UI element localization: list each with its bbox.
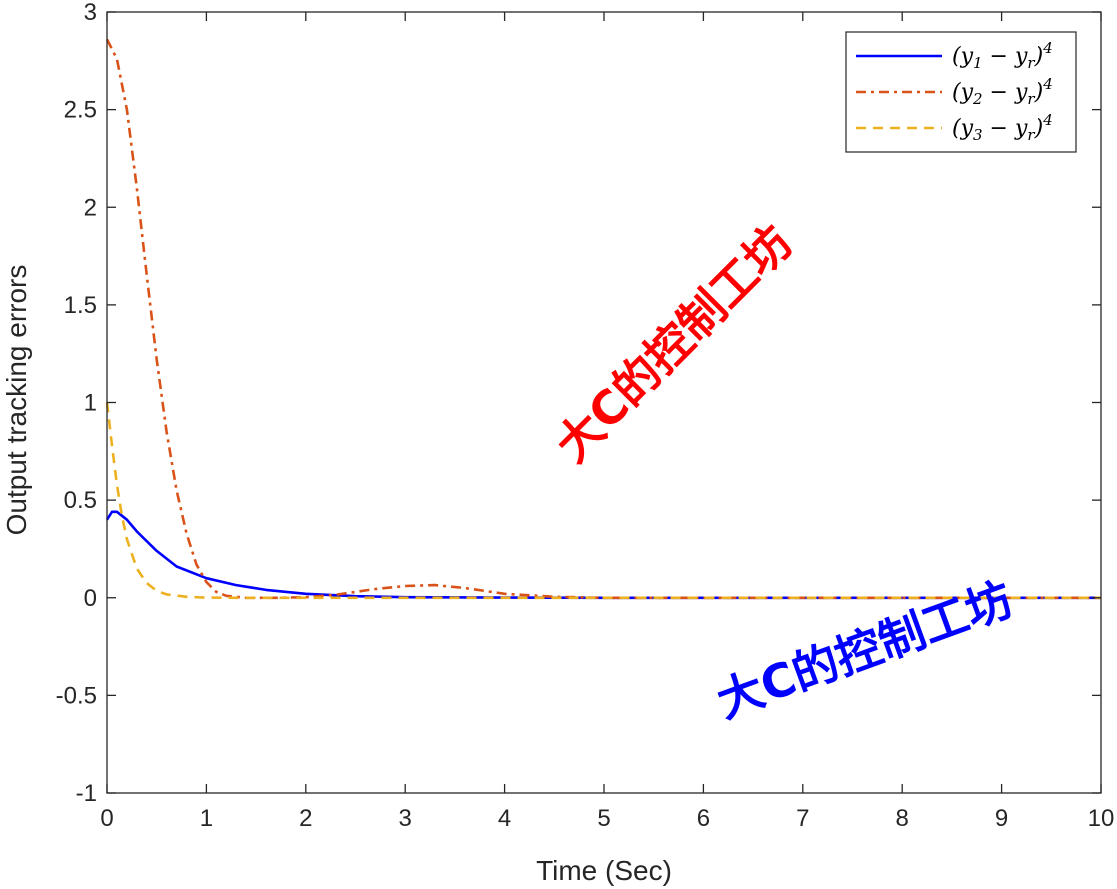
x-tick-label: 6 <box>697 805 710 832</box>
series-line-2 <box>105 38 1101 600</box>
x-tick-label: 4 <box>498 805 511 832</box>
y-tick-label: -0.5 <box>56 682 97 709</box>
x-tick-label: 8 <box>896 805 909 832</box>
legend-part-mid: − y <box>983 80 1028 105</box>
legend-part-mid: − y <box>983 44 1028 69</box>
legend-part-sub2: r <box>1027 90 1035 108</box>
x-tick-label: 1 <box>200 805 213 832</box>
x-tick-label: 3 <box>399 805 412 832</box>
legend-label-1: (y1 − yr)4 <box>952 39 1053 72</box>
x-axis-label: Time (Sec) <box>536 855 672 886</box>
y-tick-label: 0.5 <box>64 487 97 514</box>
legend: (y1 − yr)4(y2 − yr)4(y3 − yr)4 <box>845 31 1077 153</box>
x-tick-label: 2 <box>299 805 312 832</box>
y-tick-label: 2.5 <box>64 97 97 124</box>
legend-part-sup: 4 <box>1042 111 1053 129</box>
series-layer <box>105 38 1101 600</box>
legend-part-base: (y <box>952 44 974 69</box>
legend-part-mid: − y <box>983 116 1028 141</box>
legend-part-sub: 2 <box>972 90 983 108</box>
y-tick-label: 1 <box>84 390 97 417</box>
x-tick-label: 5 <box>597 805 610 832</box>
y-tick-label: 1.5 <box>64 292 97 319</box>
legend-part-close: ) <box>1034 80 1044 105</box>
legend-part-sub: 3 <box>973 126 983 144</box>
legend-part-sub: 1 <box>973 54 983 72</box>
y-axis-label: Output tracking errors <box>1 265 32 536</box>
legend-label-3: (y3 − yr)4 <box>952 111 1053 144</box>
x-tick-label: 0 <box>100 805 113 832</box>
x-tick-label: 10 <box>1088 805 1115 832</box>
x-tick-label: 9 <box>995 805 1008 832</box>
legend-part-sup: 4 <box>1042 75 1053 93</box>
legend-part-sup: 4 <box>1042 39 1053 57</box>
x-tick-label: 7 <box>796 805 809 832</box>
axes <box>106 11 1102 794</box>
y-tick-label: 2 <box>84 194 97 221</box>
y-tick-label: 0 <box>84 585 97 612</box>
legend-part-sub2: r <box>1027 54 1035 72</box>
legend-part-base: (y <box>952 80 974 105</box>
y-tick-label: -1 <box>76 780 97 807</box>
legend-label-2: (y2 − yr)4 <box>952 75 1053 108</box>
legend-part-close: ) <box>1034 116 1044 141</box>
legend-part-close: ) <box>1034 44 1044 69</box>
legend-part-base: (y <box>952 116 974 141</box>
legend-part-sub2: r <box>1027 126 1035 144</box>
tick-labels: 0 1 2 3 4 5 6 7 8 9 10 -1 -0.5 0 0.5 1 1.5 2 2.5 3 <box>56 0 1115 832</box>
y-tick-label: 3 <box>84 0 97 26</box>
